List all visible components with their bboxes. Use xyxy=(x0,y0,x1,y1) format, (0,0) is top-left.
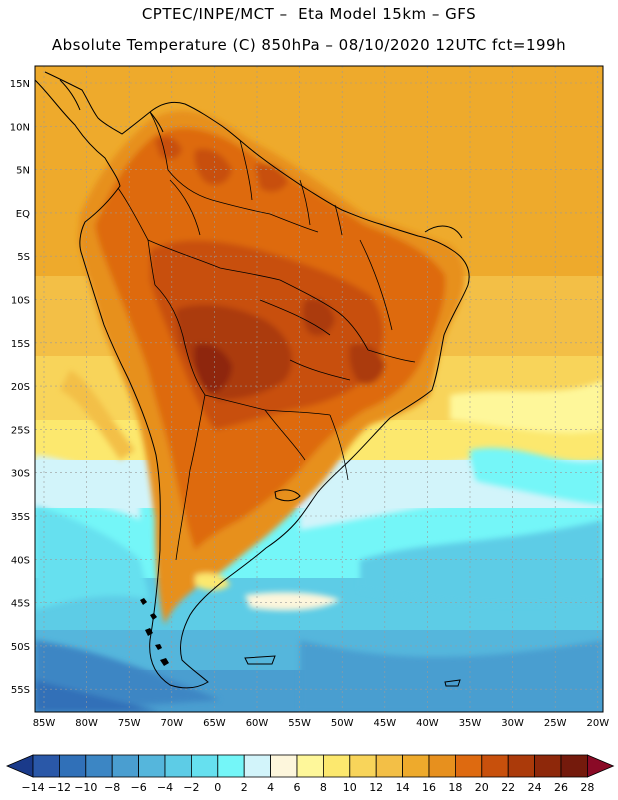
colorbar-label: 20 xyxy=(475,781,489,794)
lat-tick-label: 30S xyxy=(11,469,30,480)
lat-tick-label: 15S xyxy=(11,339,30,350)
colorbar-swatch xyxy=(534,754,562,778)
lat-tick-label: 5S xyxy=(17,252,30,263)
colorbar-swatch xyxy=(243,754,271,778)
lon-tick-label: 25W xyxy=(544,718,567,729)
colorbar-label: 14 xyxy=(396,781,410,794)
colorbar-label: 22 xyxy=(501,781,515,794)
colorbar-label: −14 xyxy=(21,781,44,794)
colorbar-swatch xyxy=(59,754,87,778)
lon-tick-label: 60W xyxy=(246,718,269,729)
colorbar-label: 24 xyxy=(528,781,542,794)
colorbar-label: 4 xyxy=(267,781,274,794)
lat-tick-label: 5N xyxy=(16,166,30,177)
colorbar-label: −2 xyxy=(183,781,199,794)
colorbar-label: −8 xyxy=(104,781,120,794)
colorbar-swatch xyxy=(402,754,430,778)
colorbar-swatch xyxy=(322,754,351,778)
lat-tick-label: 10S xyxy=(11,296,30,307)
lat-tick-label: 40S xyxy=(11,555,30,566)
chart-title: CPTEC/INPE/MCT – Eta Model 15km – GFS xyxy=(141,5,477,23)
lon-tick-label: 40W xyxy=(416,718,439,729)
lon-tick-label: 20W xyxy=(586,718,609,729)
colorbar-high-arrow xyxy=(587,754,615,778)
lon-tick-label: 50W xyxy=(331,718,354,729)
lat-tick-label: 10N xyxy=(10,122,30,133)
lat-tick-label: 15N xyxy=(10,79,30,90)
colorbar-label: 16 xyxy=(422,781,436,794)
lon-tick-label: 70W xyxy=(160,718,183,729)
colorbar-swatch xyxy=(428,754,456,778)
colorbar-swatch xyxy=(454,754,483,778)
lon-tick-label: 65W xyxy=(203,718,226,729)
lat-tick-label: 55S xyxy=(11,685,30,696)
colorbar-low-arrow xyxy=(5,754,34,778)
country-borders xyxy=(117,111,416,561)
map-frame xyxy=(34,65,604,713)
lon-tick-label: 75W xyxy=(118,718,141,729)
longitude-labels: 85W 80W 75W 70W 65W 60W 55W 50W 45W 40W 35W 30W 25W 2… xyxy=(33,718,610,729)
colorbar-swatch xyxy=(270,754,298,778)
lat-tick-label: 25S xyxy=(11,425,30,436)
chart-subtitle: Absolute Temperature (C) 850hPa – 08/10/… xyxy=(51,36,567,54)
colorbar-swatch xyxy=(560,754,588,778)
lat-tick-label: 45S xyxy=(11,599,30,610)
latitude-labels: 15N 10N 5N EQ 5S 10S 15S 20S 25S 30S 35S 40S 45S 50S 5… xyxy=(10,79,30,696)
colorbar-swatch xyxy=(32,754,60,778)
colorbar-label: 0 xyxy=(214,781,221,794)
colorbar-label: 12 xyxy=(369,781,383,794)
islands xyxy=(140,598,169,666)
colorbar-label: 18 xyxy=(448,781,462,794)
lon-tick-label: 35W xyxy=(459,718,482,729)
lat-tick-label: 20S xyxy=(11,382,30,393)
coastline xyxy=(35,71,470,689)
colorbar-label: 8 xyxy=(320,781,327,794)
lon-tick-label: 30W xyxy=(501,718,524,729)
colorbar-swatch xyxy=(217,754,245,778)
colorbar-label: 2 xyxy=(241,781,248,794)
lon-tick-label: 80W xyxy=(75,718,98,729)
lat-tick-label: EQ xyxy=(16,209,30,220)
temperature-field xyxy=(35,66,603,712)
lat-tick-label: 50S xyxy=(11,642,30,653)
lat-tick-label: 35S xyxy=(11,512,30,523)
colorbar-label: −6 xyxy=(130,781,146,794)
lon-tick-label: 55W xyxy=(288,718,311,729)
colorbar-label: 10 xyxy=(343,781,357,794)
colorbar-label: −10 xyxy=(74,781,97,794)
colorbar-label: 26 xyxy=(554,781,568,794)
colorbar-swatch xyxy=(164,754,192,778)
colorbar-label: 6 xyxy=(294,781,301,794)
colorbar: −14 −12 −10 −8 −6 −4 −2 0 2 4 6 8 10 12 14 16 18 20 22 24 26… xyxy=(5,754,615,794)
lon-tick-label: 85W xyxy=(33,718,56,729)
colorbar-swatch xyxy=(111,754,139,778)
colorbar-swatch xyxy=(138,754,166,778)
colorbar-label: 28 xyxy=(580,781,594,794)
colorbar-swatch xyxy=(481,754,509,778)
colorbar-swatch xyxy=(349,754,377,778)
lon-tick-label: 45W xyxy=(373,718,396,729)
colorbar-label: −4 xyxy=(157,781,173,794)
colorbar-swatch xyxy=(296,754,324,778)
colorbar-swatch xyxy=(190,754,219,778)
colorbar-swatch xyxy=(85,754,113,778)
colorbar-label: −12 xyxy=(48,781,71,794)
colorbar-swatch xyxy=(507,754,536,778)
colorbar-swatch xyxy=(375,754,404,778)
